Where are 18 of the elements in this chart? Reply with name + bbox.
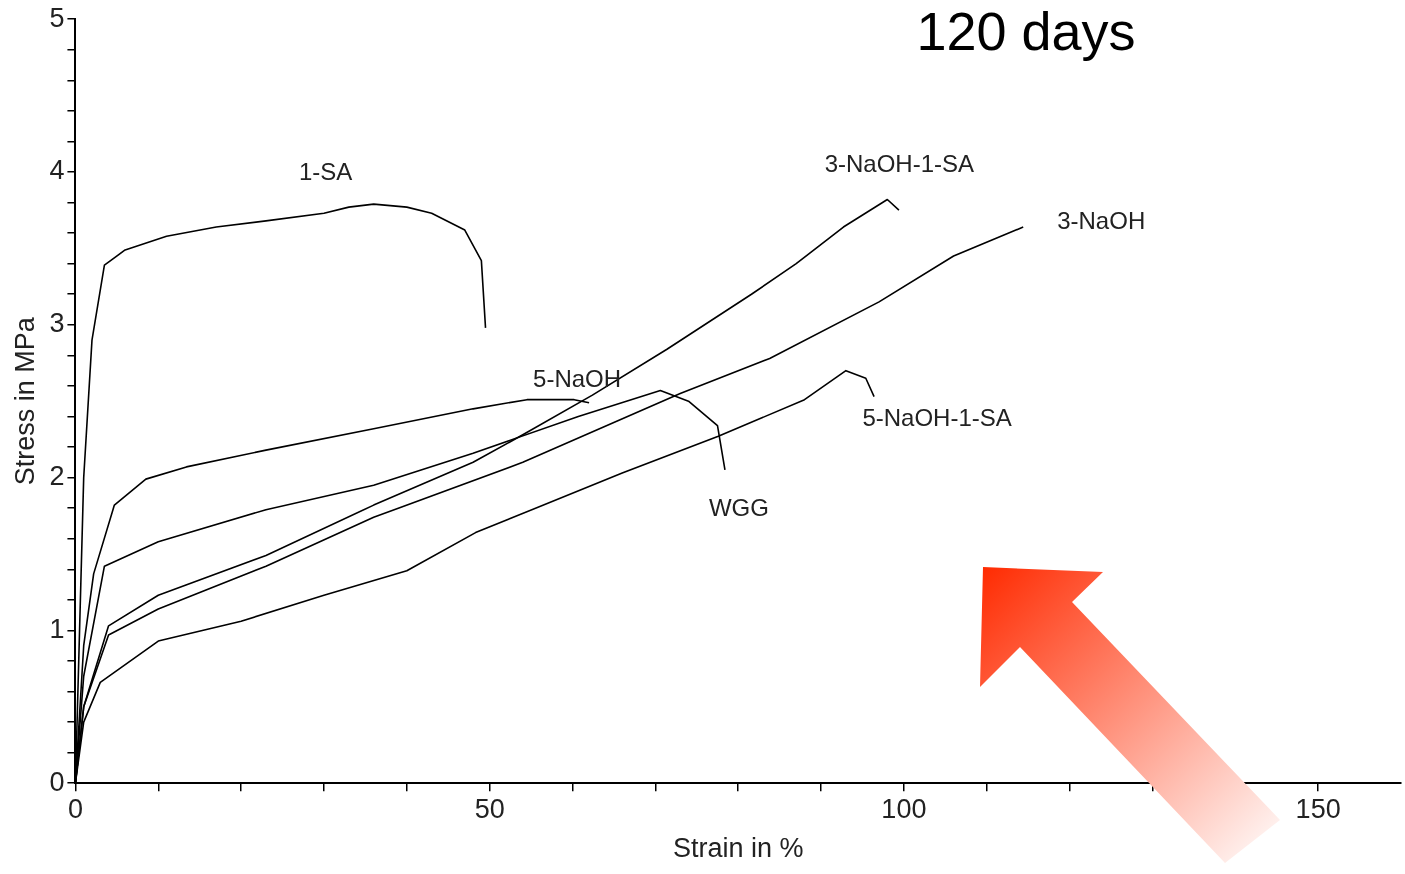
series-label: 3-NaOH	[1057, 206, 1146, 234]
x-axis-title: Strain in %	[672, 833, 804, 864]
series-label: 1-SA	[298, 157, 353, 185]
series-label: 3-NaOH-1-SA	[824, 150, 975, 178]
y-tick-label: 2	[49, 461, 65, 492]
series-label: 5-NaOH-1-SA	[862, 404, 1012, 432]
y-tick-label: 0	[49, 766, 65, 797]
y-tick-label: 3	[49, 308, 65, 339]
x-tick-label: 150	[1295, 793, 1341, 824]
series-label: WGG	[708, 493, 769, 521]
x-tick-label: 100	[881, 793, 927, 824]
y-tick-label: 5	[49, 2, 65, 33]
series-label: 5-NaOH	[533, 365, 622, 393]
y-tick-label: 1	[49, 613, 65, 644]
chart-title: 120 days	[916, 0, 1136, 61]
x-tick-label: 50	[474, 793, 505, 824]
y-tick-label: 4	[49, 155, 65, 186]
y-axis-title: Stress in MPa	[9, 316, 40, 486]
